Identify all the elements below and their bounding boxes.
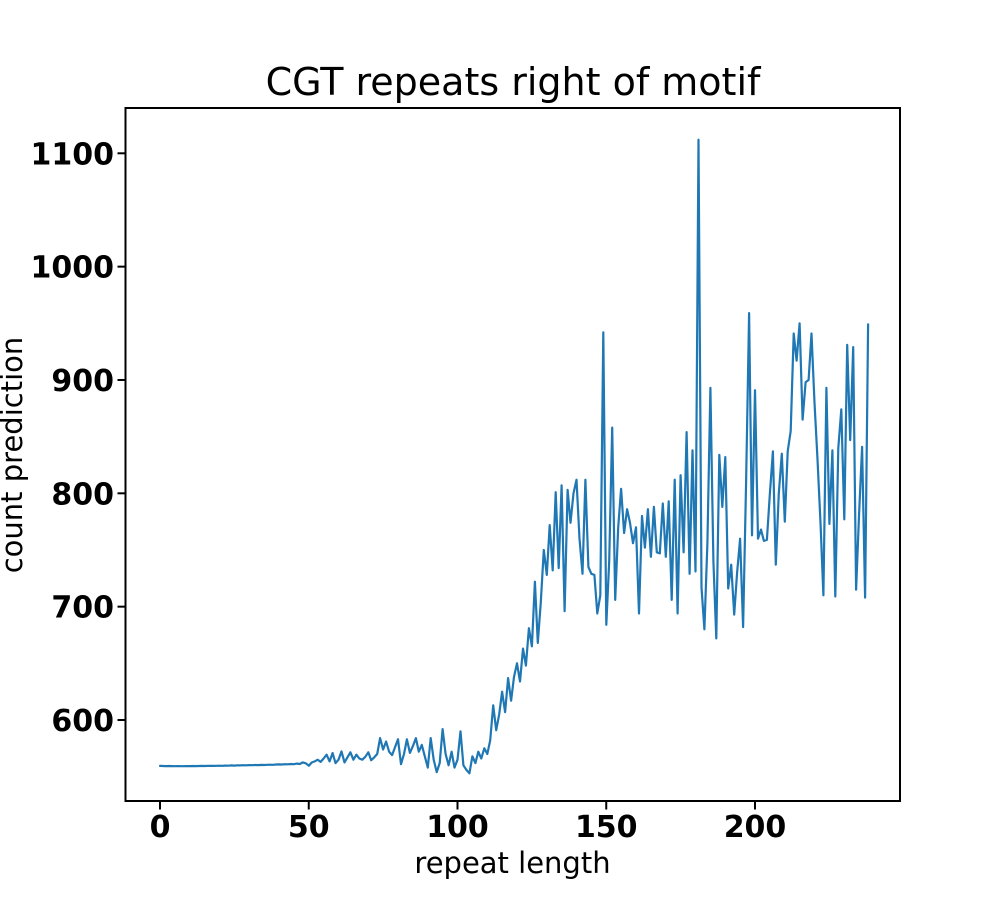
y-tick-label: 600 bbox=[51, 704, 114, 739]
x-tick-label: 0 bbox=[150, 810, 171, 845]
y-tick-label: 1100 bbox=[31, 137, 115, 172]
x-axis-ticks: 0 50 100 150 200 bbox=[150, 801, 787, 845]
x-axis-label: repeat length bbox=[414, 846, 611, 880]
y-axis-ticks: 600 700 800 900 1000 1100 bbox=[31, 137, 126, 739]
x-tick-label: 150 bbox=[575, 810, 638, 845]
y-tick-label: 900 bbox=[51, 364, 114, 399]
x-tick-label: 200 bbox=[724, 810, 787, 845]
y-tick-label: 800 bbox=[51, 477, 114, 512]
y-tick-label: 1000 bbox=[31, 251, 115, 286]
x-tick-label: 100 bbox=[426, 810, 489, 845]
x-tick-label: 50 bbox=[288, 810, 330, 845]
data-line-series bbox=[158, 138, 870, 775]
plot-border bbox=[124, 107, 901, 802]
y-tick-label: 700 bbox=[51, 591, 114, 626]
chart-title: CGT repeats right of motif bbox=[265, 60, 761, 104]
